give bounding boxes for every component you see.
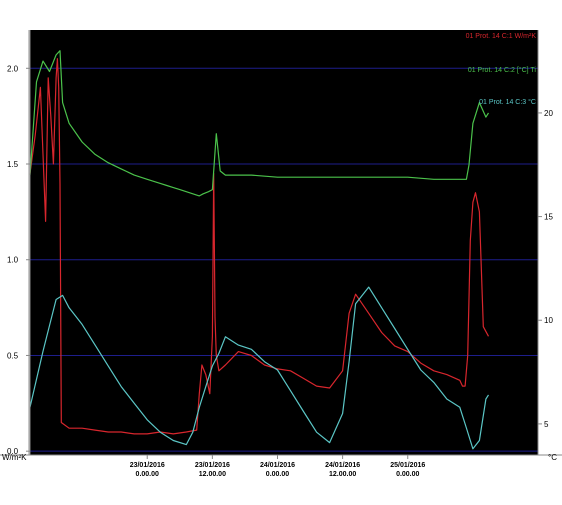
plot-area	[30, 30, 538, 455]
legend-entry-3: 01 Prot. 14 C:3 °C	[479, 98, 536, 106]
series-line-3	[29, 286, 490, 450]
y-right-tick-label: 15	[544, 213, 553, 222]
y-left-tick-label: 2.0	[7, 64, 19, 73]
x-tick-label-time: 12.00.00	[199, 471, 226, 478]
x-tick-label-date: 23/01/2016	[195, 462, 230, 469]
left-axis-unit: W/m²K	[2, 453, 27, 462]
y-left-tick-label: 1.0	[7, 256, 19, 265]
y-right-tick-label: 20	[544, 109, 553, 118]
y-right-tick-label: 10	[544, 316, 553, 325]
x-tick-label-time: 0.00.00	[266, 471, 289, 478]
x-tick-label-time: 12.00.00	[329, 471, 356, 478]
series-line-2	[29, 50, 490, 197]
y-left-tick-label: 1.5	[7, 160, 19, 169]
legend: 01 Prot. 14 C:1 W/m²K 01 Prot. 14 C:2 [°C…	[466, 33, 537, 106]
x-tick-label-date: 24/01/2016	[260, 462, 295, 469]
legend-entry-1: 01 Prot. 14 C:1 W/m²K	[466, 33, 537, 40]
y-right-tick-label: 5	[544, 420, 549, 429]
y-left-tick-label: 0.0	[7, 447, 19, 456]
right-axis-unit: °C	[548, 453, 557, 462]
x-tick-label-date: 23/01/2016	[130, 462, 165, 469]
x-tick-label-time: 0.00.00	[136, 471, 159, 478]
x-tick-label-date: 25/01/2016	[390, 462, 425, 469]
y-left-tick-label: 0.5	[7, 351, 19, 360]
axis-layer: 0.0 0.5 1.0 1.5 2.0 5 10 15 20 23/01/2016 0.00.00 2…	[0, 30, 562, 478]
x-tick-label-date: 24/01/2016	[325, 462, 360, 469]
x-tick-label-time: 0.00.00	[396, 471, 419, 478]
series-line-1	[29, 58, 490, 435]
legend-entry-2: 01 Prot. 14 C:2 [°C] Ti	[468, 66, 537, 74]
series-layer	[29, 50, 490, 450]
grid-layer	[30, 67, 538, 452]
